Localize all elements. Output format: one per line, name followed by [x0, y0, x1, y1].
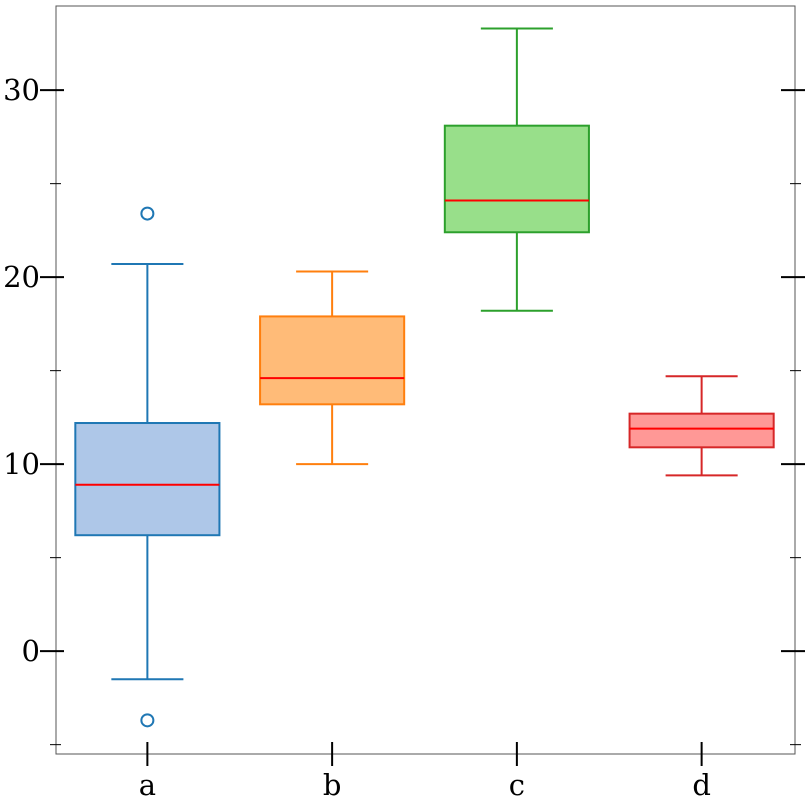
outlier-point: [140, 206, 155, 221]
x-tick-label: a: [139, 768, 156, 802]
iqr-box: [628, 412, 775, 449]
box-a: [74, 206, 221, 728]
box-c: [443, 27, 590, 312]
y-tick-label: 0: [22, 634, 40, 668]
outlier-point: [140, 713, 155, 728]
box-b: [259, 270, 406, 466]
y-tick-label: 10: [3, 447, 40, 481]
boxes-layer: [74, 27, 775, 728]
y-tick-label: 20: [3, 260, 40, 294]
iqr-box: [74, 422, 221, 537]
iqr-box: [443, 124, 590, 234]
y-tick-label: 30: [3, 73, 40, 107]
plot-area-frame: [55, 5, 796, 755]
iqr-box: [259, 315, 406, 406]
x-tick-label: c: [509, 768, 525, 802]
x-tick-label: b: [323, 768, 342, 802]
box-d: [628, 375, 775, 477]
x-tick-label: d: [692, 768, 711, 802]
axes-layer: 0 10 20 30 a b c d: [3, 73, 805, 802]
